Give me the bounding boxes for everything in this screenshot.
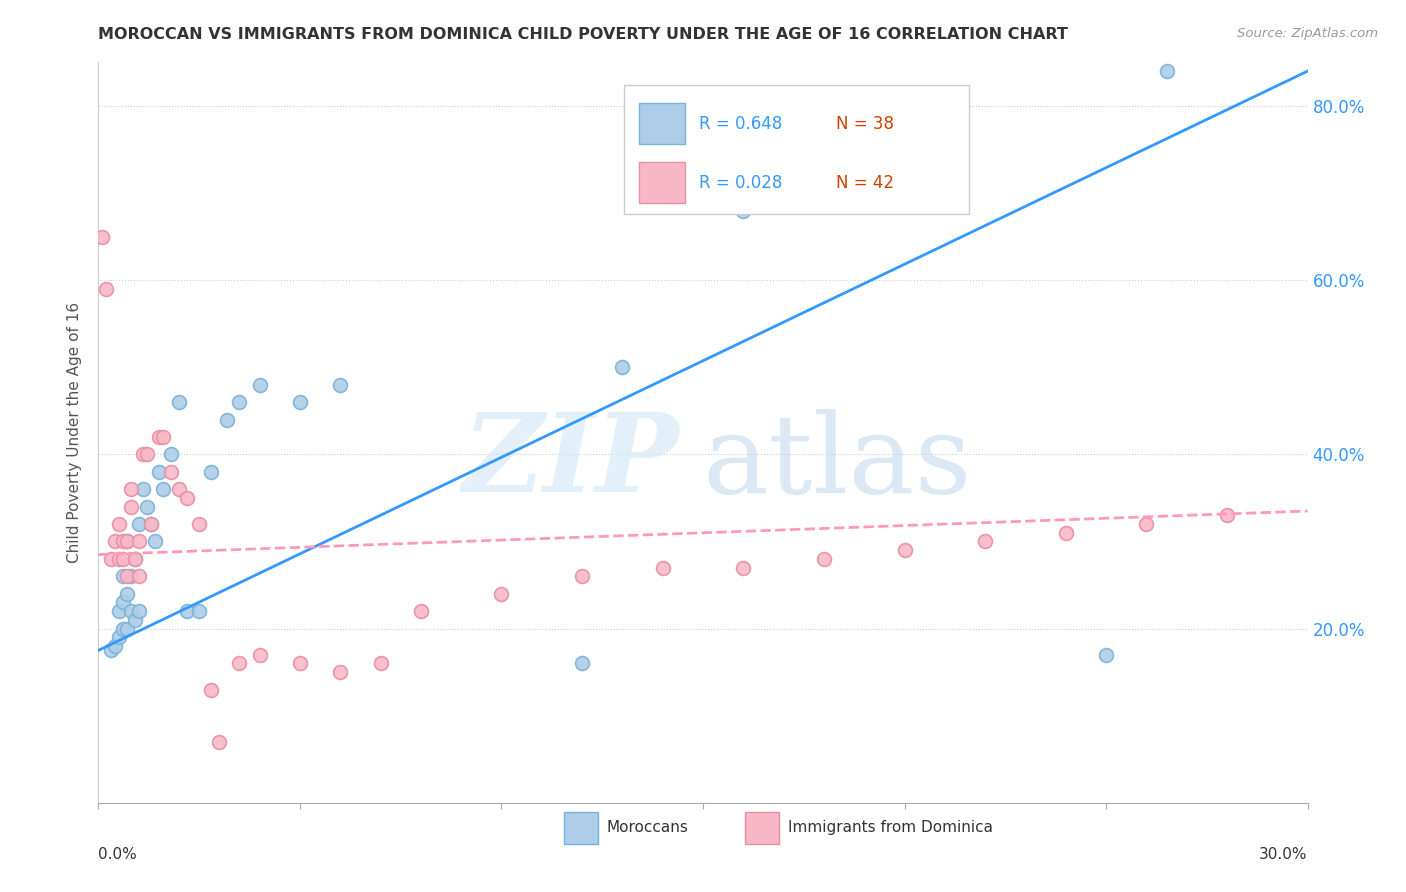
- Point: [571, 657, 593, 671]
- Point: [228, 395, 250, 409]
- Point: [120, 569, 142, 583]
- Point: [124, 552, 146, 566]
- Point: [1216, 508, 1239, 523]
- Point: [188, 604, 211, 618]
- Point: [167, 395, 190, 409]
- Point: [128, 604, 150, 618]
- Point: [1095, 648, 1118, 662]
- Text: atlas: atlas: [703, 409, 973, 516]
- Point: [974, 534, 997, 549]
- Point: [176, 491, 198, 505]
- Text: 0.0%: 0.0%: [98, 847, 138, 863]
- Text: MOROCCAN VS IMMIGRANTS FROM DOMINICA CHILD POVERTY UNDER THE AGE OF 16 CORRELATI: MOROCCAN VS IMMIGRANTS FROM DOMINICA CHI…: [98, 27, 1069, 42]
- Point: [329, 377, 352, 392]
- Point: [111, 622, 134, 636]
- FancyBboxPatch shape: [624, 85, 969, 214]
- Point: [160, 447, 183, 461]
- Point: [115, 569, 138, 583]
- FancyBboxPatch shape: [638, 162, 685, 203]
- Point: [100, 643, 122, 657]
- Point: [115, 587, 138, 601]
- Point: [217, 412, 239, 426]
- Point: [128, 534, 150, 549]
- FancyBboxPatch shape: [564, 813, 598, 844]
- Point: [1135, 517, 1157, 532]
- Point: [103, 639, 125, 653]
- Point: [711, 160, 734, 174]
- Point: [249, 648, 271, 662]
- Point: [651, 560, 673, 574]
- Point: [893, 543, 915, 558]
- Point: [128, 517, 150, 532]
- Point: [139, 517, 162, 532]
- Point: [188, 517, 211, 532]
- Point: [107, 630, 129, 644]
- Point: [132, 447, 155, 461]
- Point: [139, 517, 162, 532]
- Point: [124, 552, 146, 566]
- Point: [612, 360, 634, 375]
- Text: Immigrants from Dominica: Immigrants from Dominica: [787, 821, 993, 836]
- Point: [107, 552, 129, 566]
- Point: [733, 203, 755, 218]
- Text: R = 0.028: R = 0.028: [699, 174, 783, 192]
- Point: [160, 465, 183, 479]
- Point: [249, 377, 271, 392]
- FancyBboxPatch shape: [745, 813, 779, 844]
- Point: [1156, 64, 1178, 78]
- Point: [208, 735, 231, 749]
- Point: [132, 482, 155, 496]
- Text: ZIP: ZIP: [463, 409, 679, 516]
- Point: [120, 482, 142, 496]
- Point: [148, 465, 170, 479]
- Point: [115, 622, 138, 636]
- Point: [152, 482, 174, 496]
- Point: [115, 534, 138, 549]
- Point: [111, 552, 134, 566]
- Point: [148, 430, 170, 444]
- Point: [107, 604, 129, 618]
- Point: [128, 569, 150, 583]
- Point: [111, 569, 134, 583]
- Y-axis label: Child Poverty Under the Age of 16: Child Poverty Under the Age of 16: [67, 302, 83, 563]
- Point: [1054, 525, 1077, 540]
- Point: [571, 569, 593, 583]
- Point: [370, 657, 392, 671]
- Text: Source: ZipAtlas.com: Source: ZipAtlas.com: [1237, 27, 1378, 40]
- Point: [288, 657, 311, 671]
- Point: [491, 587, 513, 601]
- Text: N = 42: N = 42: [837, 174, 894, 192]
- Point: [200, 465, 222, 479]
- Text: R = 0.648: R = 0.648: [699, 114, 783, 133]
- Point: [176, 604, 198, 618]
- Text: N = 38: N = 38: [837, 114, 894, 133]
- Point: [167, 482, 190, 496]
- Point: [115, 534, 138, 549]
- Point: [135, 447, 157, 461]
- Point: [152, 430, 174, 444]
- Point: [120, 500, 142, 514]
- Point: [103, 534, 125, 549]
- Point: [813, 552, 835, 566]
- Point: [329, 665, 352, 680]
- Point: [228, 657, 250, 671]
- Point: [124, 613, 146, 627]
- Point: [100, 552, 122, 566]
- Point: [733, 560, 755, 574]
- Point: [91, 229, 114, 244]
- Point: [288, 395, 311, 409]
- Point: [111, 595, 134, 609]
- FancyBboxPatch shape: [638, 103, 685, 144]
- Text: Moroccans: Moroccans: [606, 821, 688, 836]
- Point: [143, 534, 166, 549]
- Text: 30.0%: 30.0%: [1260, 847, 1308, 863]
- Point: [96, 282, 118, 296]
- Point: [135, 500, 157, 514]
- Point: [107, 517, 129, 532]
- Point: [120, 604, 142, 618]
- Point: [409, 604, 432, 618]
- Point: [200, 682, 222, 697]
- Point: [111, 534, 134, 549]
